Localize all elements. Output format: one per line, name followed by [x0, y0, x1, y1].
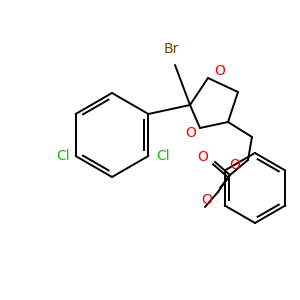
Text: O: O [201, 193, 212, 207]
Text: O: O [214, 64, 225, 78]
Text: Cl: Cl [156, 149, 170, 163]
Text: O: O [229, 158, 240, 172]
Text: Br: Br [163, 42, 179, 56]
Text: O: O [197, 150, 208, 164]
Text: O: O [185, 126, 196, 140]
Text: Cl: Cl [56, 149, 70, 163]
